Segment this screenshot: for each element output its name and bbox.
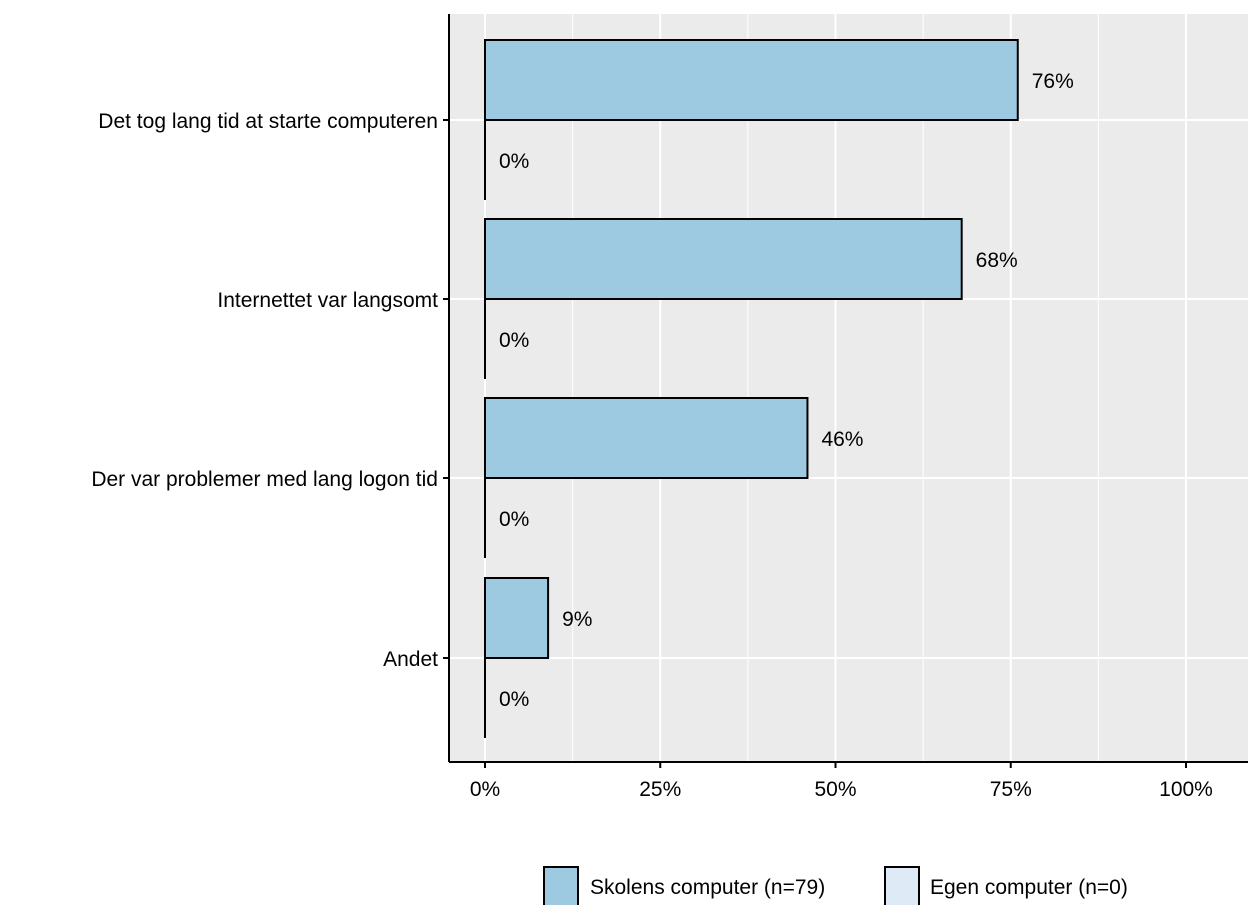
y-tick-label: Det tog lang tid at starte computeren <box>98 110 438 133</box>
axes: 0% 25% 50% 75% 100% Det tog lang tid at start… <box>91 14 1248 801</box>
data-label: 76% <box>1032 70 1074 93</box>
y-tick-label: Der var problemer med lang logon tid <box>91 468 438 491</box>
y-tick-label: Andet <box>383 648 438 671</box>
bar <box>484 397 809 479</box>
x-tick-label: 75% <box>990 778 1032 801</box>
x-tick-label: 100% <box>1159 778 1213 801</box>
bar <box>484 218 963 300</box>
bar <box>484 39 1019 121</box>
data-label: 68% <box>976 249 1018 272</box>
y-tick-label: Internettet var langsomt <box>217 289 438 312</box>
legend-label: Egen computer (n=0) <box>930 876 1128 899</box>
data-label: 0% <box>499 508 529 531</box>
x-tick-label: 50% <box>814 778 856 801</box>
legend-label: Skolens computer (n=79) <box>590 876 825 899</box>
bar <box>484 577 550 659</box>
x-tick-label: 0% <box>470 778 500 801</box>
data-label: 0% <box>499 329 529 352</box>
bars: 76% 68% 46% 9% 0% 0% 0% 0% <box>484 39 1074 738</box>
data-label: 46% <box>821 428 863 451</box>
data-label: 0% <box>499 688 529 711</box>
x-tick-label: 25% <box>639 778 681 801</box>
legend-key <box>543 866 579 905</box>
legend-key <box>884 866 920 905</box>
data-label: 0% <box>499 150 529 173</box>
plot-panel <box>449 14 1248 762</box>
legend: Skolens computer (n=79) Egen computer (n=… <box>543 866 1128 905</box>
data-label: 9% <box>562 608 592 631</box>
